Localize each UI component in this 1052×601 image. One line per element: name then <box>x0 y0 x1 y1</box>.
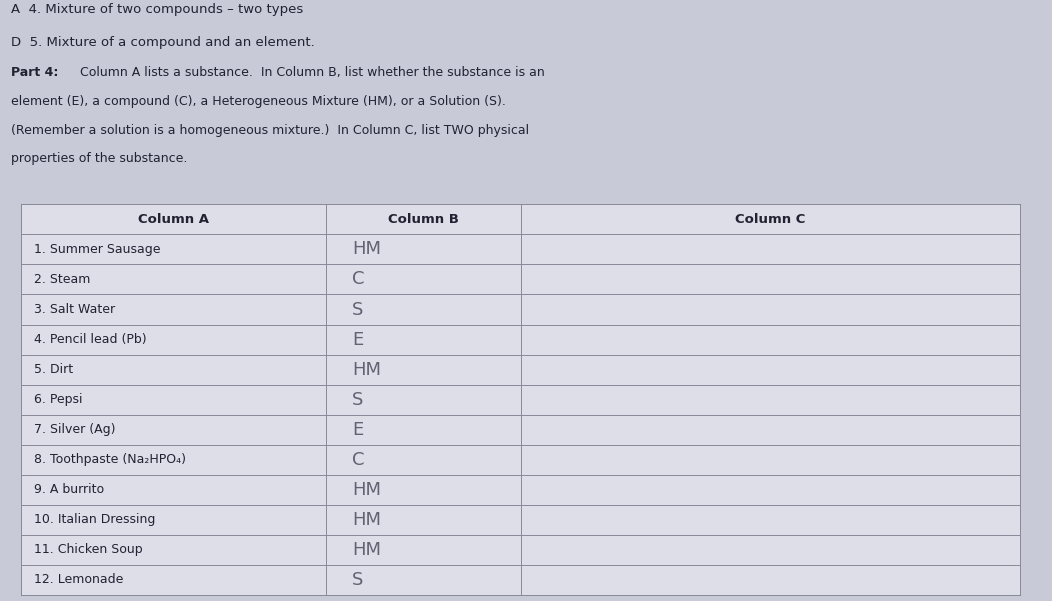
Bar <box>21 204 1020 595</box>
Text: HM: HM <box>352 361 381 379</box>
Text: 8. Toothpaste (Na₂HPO₄): 8. Toothpaste (Na₂HPO₄) <box>34 453 185 466</box>
Text: properties of the substance.: properties of the substance. <box>11 153 187 165</box>
Text: HM: HM <box>352 481 381 499</box>
Text: 10. Italian Dressing: 10. Italian Dressing <box>34 513 155 526</box>
Text: 12. Lemonade: 12. Lemonade <box>34 573 123 587</box>
Text: 1. Summer Sausage: 1. Summer Sausage <box>34 243 160 256</box>
Text: 7. Silver (Ag): 7. Silver (Ag) <box>34 423 115 436</box>
Text: Column B: Column B <box>388 213 459 226</box>
Text: Column C: Column C <box>735 213 806 226</box>
Text: 3. Salt Water: 3. Salt Water <box>34 303 115 316</box>
Text: S: S <box>352 300 364 319</box>
Text: (Remember a solution is a homogeneous mixture.)  In Column C, list TWO physical: (Remember a solution is a homogeneous mi… <box>11 124 529 136</box>
Text: D  5. Mixture of a compound and an element.: D 5. Mixture of a compound and an elemen… <box>11 36 315 49</box>
Text: A  4. Mixture of two compounds – two types: A 4. Mixture of two compounds – two type… <box>11 3 303 16</box>
Text: S: S <box>352 391 364 409</box>
Text: HM: HM <box>352 511 381 529</box>
Text: C: C <box>352 270 365 288</box>
Text: Column A: Column A <box>138 213 209 226</box>
Text: E: E <box>352 331 363 349</box>
Text: Column A lists a substance.  In Column B, list whether the substance is an: Column A lists a substance. In Column B,… <box>76 66 545 79</box>
Text: 9. A burrito: 9. A burrito <box>34 483 104 496</box>
Text: 6. Pepsi: 6. Pepsi <box>34 393 82 406</box>
Text: E: E <box>352 421 363 439</box>
Text: 11. Chicken Soup: 11. Chicken Soup <box>34 543 142 557</box>
Text: C: C <box>352 451 365 469</box>
Text: element (E), a compound (C), a Heterogeneous Mixture (HM), or a Solution (S).: element (E), a compound (C), a Heterogen… <box>11 94 505 108</box>
Text: 2. Steam: 2. Steam <box>34 273 90 286</box>
Text: S: S <box>352 571 364 589</box>
Text: 5. Dirt: 5. Dirt <box>34 363 73 376</box>
Text: 4. Pencil lead (Pb): 4. Pencil lead (Pb) <box>34 333 146 346</box>
Text: HM: HM <box>352 240 381 258</box>
Text: Part 4:: Part 4: <box>11 66 58 79</box>
Text: HM: HM <box>352 541 381 559</box>
